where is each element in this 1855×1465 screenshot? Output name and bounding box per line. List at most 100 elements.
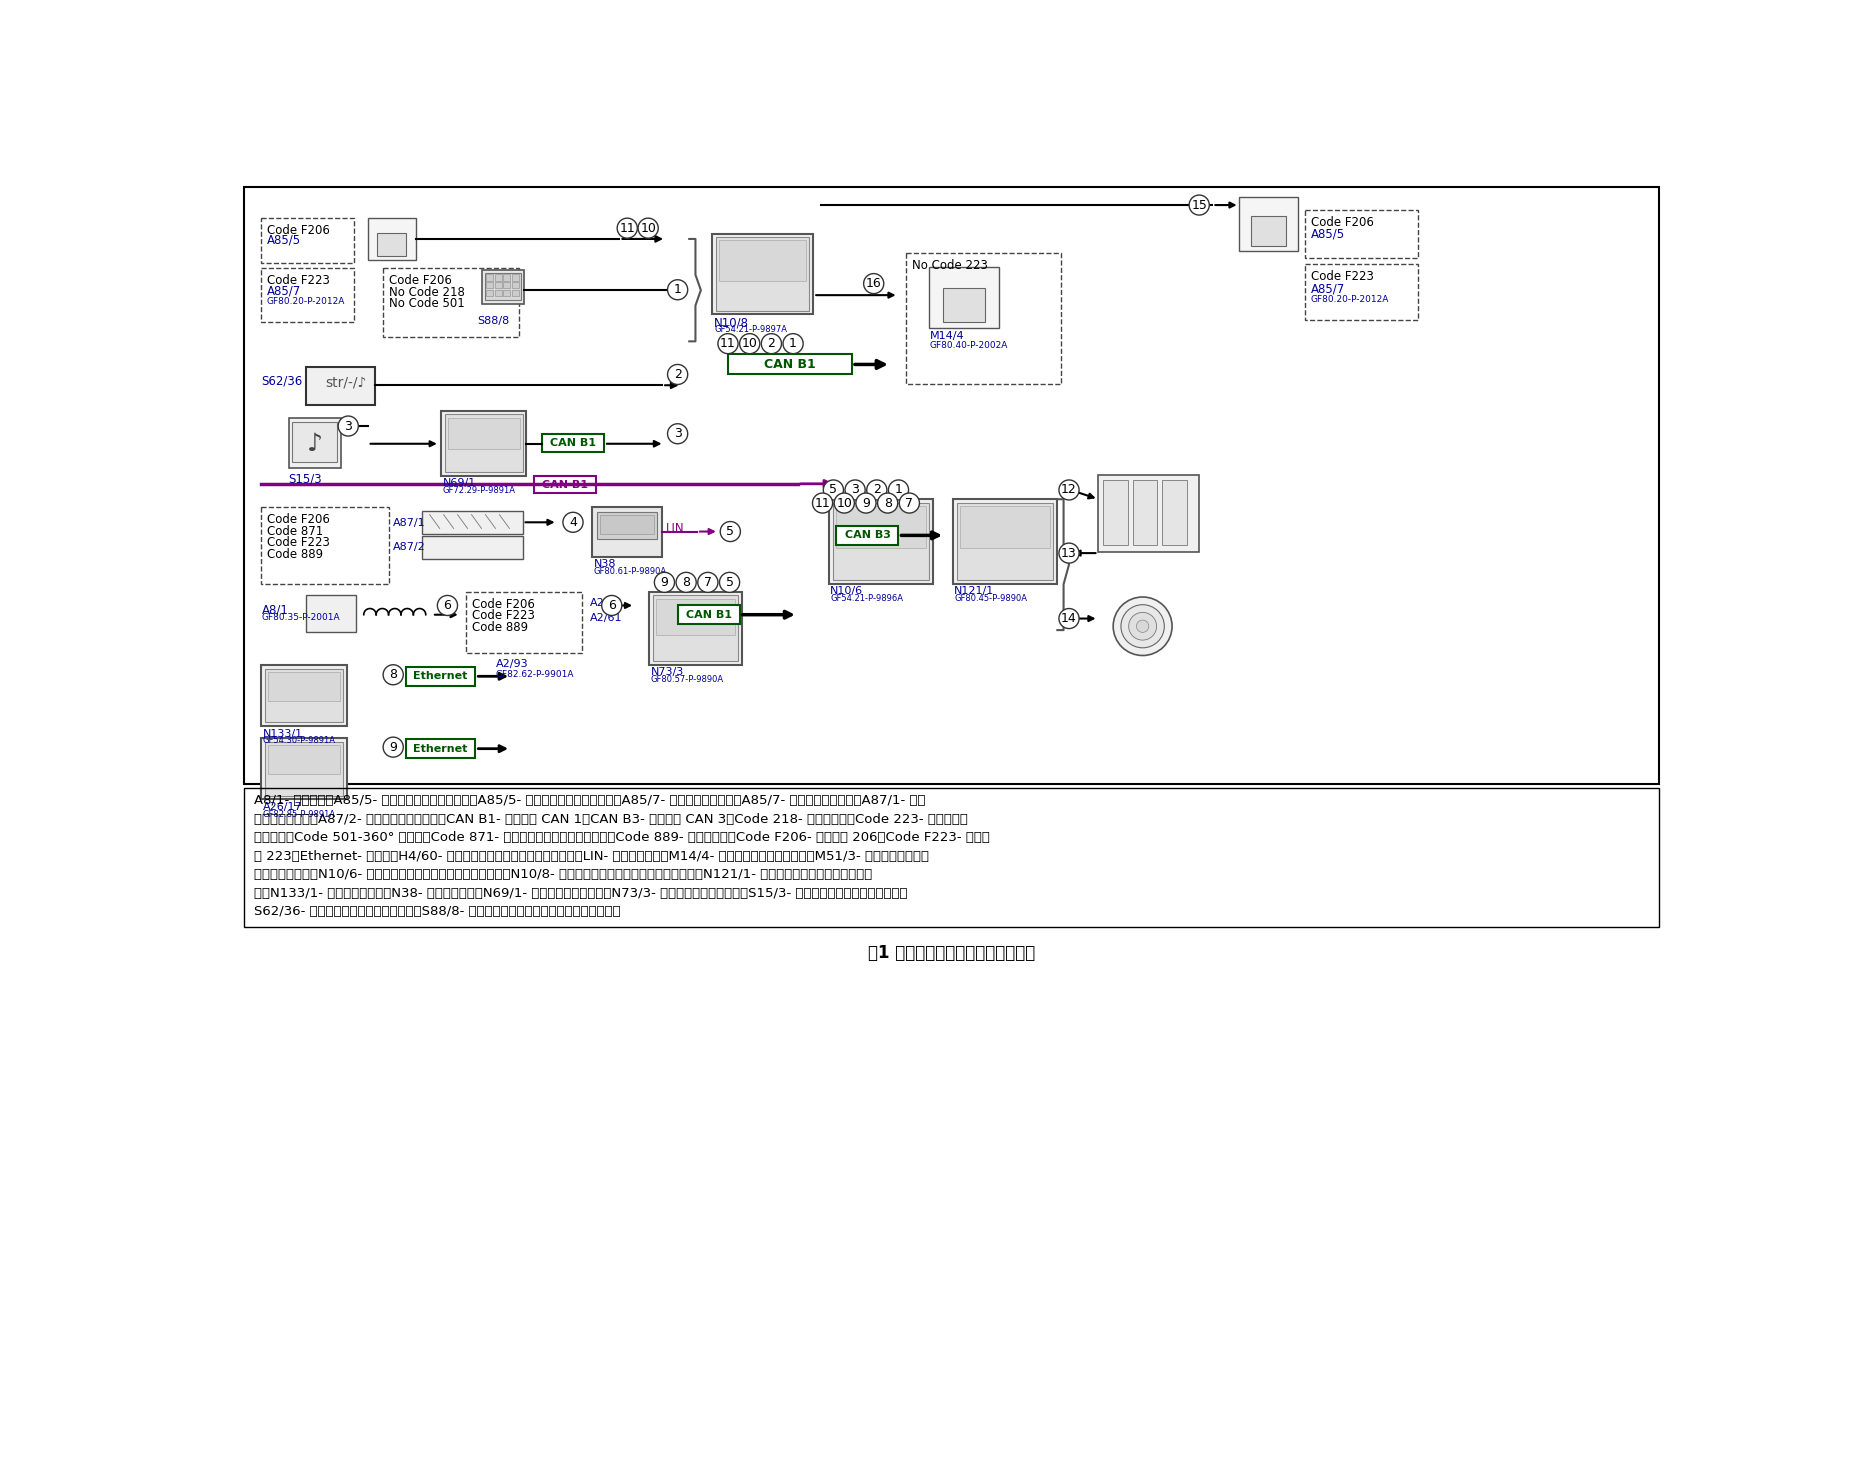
Text: A85/7: A85/7 [1310, 283, 1345, 294]
Text: CAN B1: CAN B1 [764, 357, 816, 371]
Text: A87/1: A87/1 [391, 519, 425, 529]
Text: 4: 4 [569, 516, 577, 529]
Text: A2/61: A2/61 [590, 614, 621, 623]
Text: Ethernet: Ethernet [414, 671, 467, 681]
Bar [512, 290, 518, 296]
Bar [503, 283, 510, 289]
Circle shape [855, 494, 876, 513]
Text: A2/60: A2/60 [590, 598, 621, 608]
Text: 图1 故障车型后备箱控制功能示意图: 图1 故障车型后备箱控制功能示意图 [866, 945, 1035, 963]
Bar [592, 507, 662, 557]
Text: str/-/♪: str/-/♪ [325, 377, 365, 390]
Text: No Code 218: No Code 218 [388, 286, 464, 299]
Text: Code F223: Code F223 [1310, 270, 1373, 283]
Text: N10/8: N10/8 [714, 316, 749, 330]
Bar [262, 665, 347, 727]
Bar [293, 422, 338, 463]
Circle shape [382, 665, 403, 684]
Text: 7: 7 [905, 497, 913, 510]
Text: Code F223: Code F223 [267, 536, 330, 549]
Text: S88/8: S88/8 [477, 316, 508, 325]
Text: LIN: LIN [666, 523, 684, 535]
Bar [829, 500, 933, 585]
Circle shape [668, 423, 688, 444]
Text: 8: 8 [883, 497, 890, 510]
Circle shape [889, 481, 909, 500]
Text: 元；N133/1- 仪表盘控制单元；N38- 车尾开关模块；N69/1- 左侧前车门控制单元；N73/3- 电子点火开关控制单元；S15/3- 后备箱盖／尾门控: 元；N133/1- 仪表盘控制单元；N38- 车尾开关模块；N69/1- 左侧前… [254, 886, 907, 900]
Bar [1161, 481, 1185, 545]
Circle shape [1102, 498, 1130, 526]
Text: 8: 8 [683, 576, 690, 589]
Text: 14: 14 [1061, 612, 1076, 626]
Bar [243, 188, 1658, 784]
Bar [486, 290, 493, 296]
Bar [837, 526, 898, 545]
Bar [466, 592, 582, 653]
Circle shape [740, 334, 759, 353]
Circle shape [866, 481, 887, 500]
Text: Code F223: Code F223 [267, 274, 330, 287]
Bar [597, 511, 657, 539]
Text: CAN B1: CAN B1 [542, 479, 588, 489]
Bar [542, 434, 603, 453]
Text: A8/1- 遥控钥匙；A85/5- 后备箱盖／掀开式尾门锁；A85/5- 后备箱盖／掀开式尾门锁；A85/7- 后备箱盖／尾门锁；A85/7- 后备箱盖／尾门锁: A8/1- 遥控钥匙；A85/5- 后备箱盖／掀开式尾门锁；A85/5- 后备箱… [254, 794, 924, 807]
Bar [269, 671, 339, 702]
Bar [480, 270, 523, 305]
Text: A87/2: A87/2 [391, 542, 425, 551]
Bar [445, 415, 523, 472]
Text: S15/3: S15/3 [288, 472, 323, 485]
Text: N10/6: N10/6 [829, 586, 863, 596]
Text: 1: 1 [788, 337, 796, 350]
Circle shape [697, 573, 718, 592]
Text: A26/17: A26/17 [263, 801, 302, 812]
Bar [406, 667, 475, 686]
Bar [512, 274, 518, 280]
Text: 5: 5 [829, 483, 837, 497]
Bar [486, 274, 493, 280]
Text: 11: 11 [814, 497, 829, 510]
Bar [905, 253, 1061, 384]
Text: A85/5: A85/5 [267, 233, 301, 246]
Bar [262, 738, 347, 800]
Text: GF80.57-P-9890A: GF80.57-P-9890A [649, 675, 723, 684]
Text: Code F206: Code F206 [267, 224, 330, 236]
Text: 8: 8 [390, 668, 397, 681]
Text: 10: 10 [640, 221, 657, 234]
Text: GF82.85-P-9891A: GF82.85-P-9891A [263, 810, 336, 819]
Bar [1132, 481, 1158, 545]
Bar [484, 272, 521, 300]
Text: No Code 501: No Code 501 [388, 297, 464, 311]
Circle shape [720, 522, 740, 542]
Bar [382, 268, 518, 337]
Text: CAN B3: CAN B3 [844, 530, 890, 541]
Circle shape [601, 595, 621, 615]
Circle shape [863, 274, 883, 293]
Text: Code 889: Code 889 [267, 548, 323, 561]
Text: 2: 2 [872, 483, 881, 497]
Circle shape [720, 573, 740, 592]
Bar [306, 595, 356, 633]
Bar [727, 355, 851, 375]
Text: GF54.21-P-9897A: GF54.21-P-9897A [714, 325, 787, 334]
Text: 15: 15 [1191, 199, 1206, 211]
Text: N69/1: N69/1 [443, 479, 475, 488]
Circle shape [833, 494, 853, 513]
Text: Code F206: Code F206 [388, 274, 451, 287]
Bar [677, 605, 740, 624]
Text: Code F223: Code F223 [471, 609, 534, 623]
Circle shape [1120, 605, 1163, 648]
Circle shape [783, 334, 803, 353]
Circle shape [338, 416, 358, 437]
Circle shape [1189, 195, 1209, 215]
Text: ♪: ♪ [306, 432, 323, 456]
Circle shape [382, 737, 403, 757]
Text: GF54.21-P-9896A: GF54.21-P-9896A [829, 593, 903, 604]
Text: GF80.20-P-2012A: GF80.20-P-2012A [1310, 294, 1388, 305]
Bar [649, 592, 742, 665]
Circle shape [675, 573, 696, 592]
Bar [377, 233, 406, 256]
Bar [712, 233, 812, 315]
Text: No Code 223: No Code 223 [913, 259, 989, 272]
Bar [441, 410, 527, 476]
Bar [421, 536, 523, 560]
